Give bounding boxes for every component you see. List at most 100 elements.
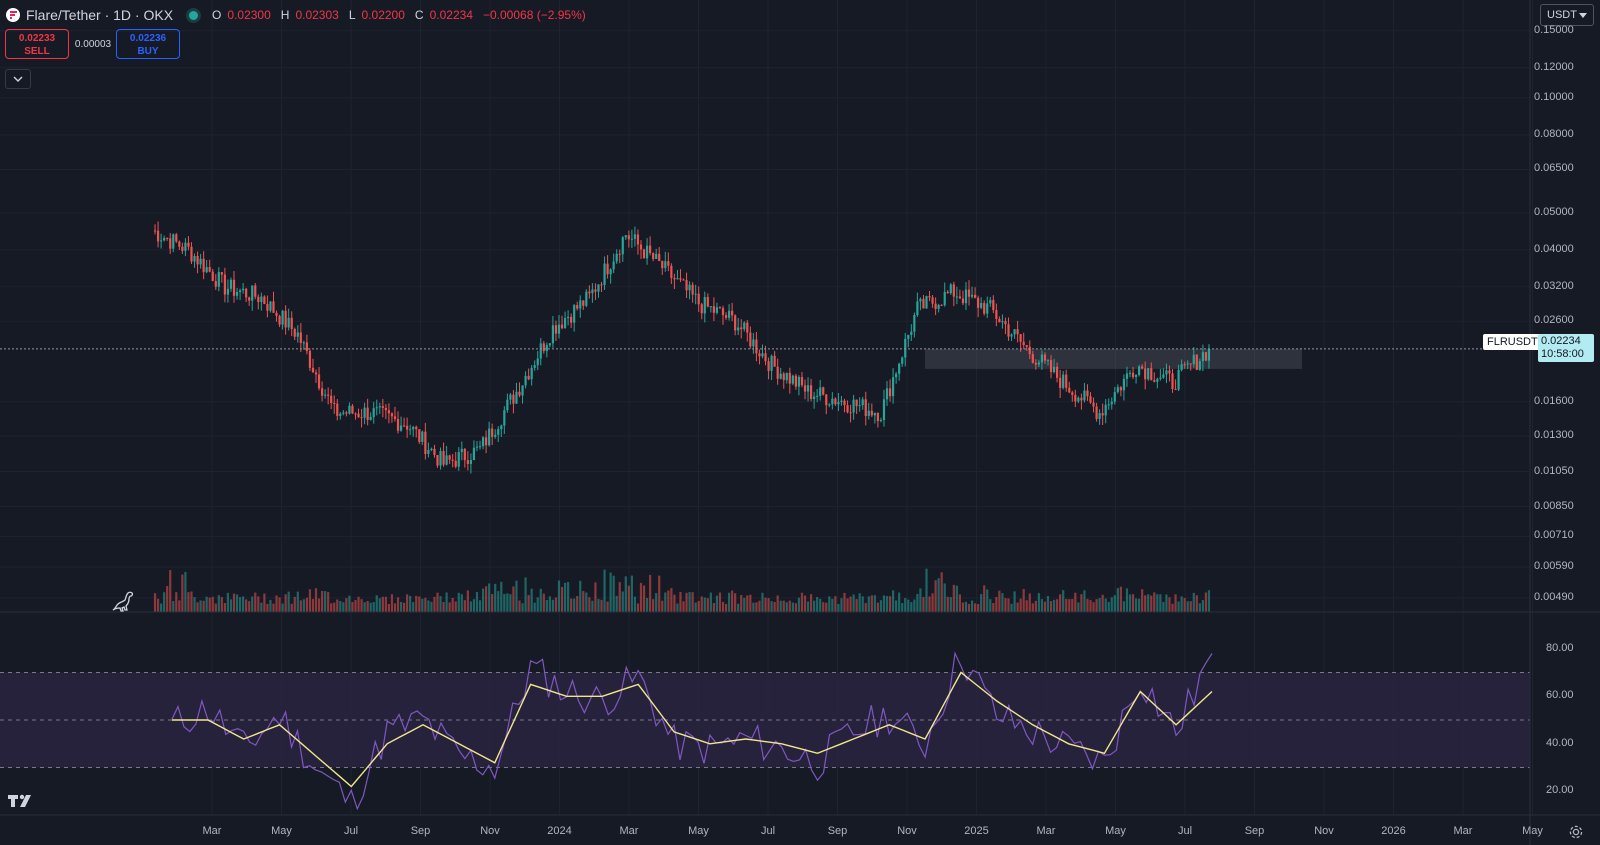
volume-bar (791, 602, 794, 612)
volume-bar (1068, 599, 1071, 612)
volume-bar (153, 593, 157, 612)
market-status-icon[interactable] (189, 10, 199, 20)
time-axis-label: Sep (410, 825, 431, 837)
candle-body (1113, 392, 1116, 402)
price-axis-label: 0.03200 (1534, 279, 1574, 292)
ohlc-high-value: 0.02303 (295, 8, 339, 22)
buy-button[interactable]: 0.02236 BUY (116, 29, 180, 59)
candle-body (1147, 368, 1150, 380)
volume-bar (885, 595, 889, 612)
volume-bar (600, 599, 603, 612)
caret-down-icon (1579, 9, 1587, 21)
time-axis-label: Mar (1036, 825, 1056, 837)
volume-bar (299, 600, 302, 612)
volume-bar (463, 600, 466, 612)
volume-bar (172, 601, 175, 612)
volume-bar (245, 599, 248, 612)
dino-icon[interactable] (110, 586, 136, 612)
volume-bar (576, 596, 579, 612)
volume-bar (1159, 594, 1162, 612)
candle-body (1183, 364, 1186, 366)
candle-body (879, 419, 883, 422)
candle-body (272, 301, 275, 313)
currency-select[interactable]: USDT (1540, 4, 1594, 26)
volume-bar (169, 570, 172, 612)
volume-bar (983, 585, 986, 612)
candle-body (454, 460, 457, 467)
candle-body (913, 315, 916, 332)
candle-body (846, 405, 849, 413)
volume-bar (524, 577, 527, 612)
candle-body (181, 246, 184, 251)
candle-body (639, 244, 643, 250)
ohlc-header: Flare/Tether · 1D · OKX O 0.02300 H 0.0230… (6, 5, 590, 25)
volume-bar (475, 591, 479, 612)
candle-body (934, 303, 937, 309)
volume-bar (752, 602, 755, 612)
candle-body (731, 310, 734, 316)
price-axis-label: 0.00490 (1534, 590, 1574, 603)
volume-bar (1195, 595, 1198, 612)
candle-body (600, 284, 603, 286)
volume-bar (1074, 592, 1077, 612)
candle-body (1198, 361, 1201, 370)
gear-icon[interactable] (1568, 824, 1584, 840)
candle-body (797, 377, 801, 387)
volume-bar (1013, 591, 1016, 612)
time-axis-label: Jul (343, 825, 359, 837)
volume-bar (1134, 598, 1138, 612)
candle-body (770, 355, 773, 371)
candle-body (791, 375, 794, 384)
volume-bar (582, 590, 585, 612)
volume-bar (846, 598, 849, 612)
tradingview-logo-icon (8, 794, 31, 807)
candle-body (582, 300, 585, 306)
candle-body (688, 284, 691, 291)
rsi-band-lines (0, 672, 1530, 768)
candle-body (907, 334, 910, 339)
candle-body (372, 408, 375, 418)
candle-body (1156, 378, 1159, 382)
candle-body (263, 296, 266, 304)
sell-button[interactable]: 0.02233 SELL (5, 29, 69, 59)
volume-bar (888, 596, 892, 612)
volume-bar (652, 599, 655, 612)
volume-bar (1062, 590, 1065, 612)
candle-body (184, 242, 187, 251)
candle-body (190, 246, 193, 262)
symbol-title[interactable]: Flare/Tether · 1D · OKX (26, 7, 174, 23)
candle-body (1010, 334, 1013, 337)
time-axis-label: Sep (827, 825, 848, 837)
candle-body (232, 279, 236, 296)
candle-body (360, 417, 363, 419)
candle-body (1022, 341, 1025, 346)
candle-body (551, 325, 555, 344)
candle-body (627, 235, 630, 240)
candle-body (800, 377, 804, 386)
candle-body (472, 447, 476, 461)
volume-bar (740, 594, 743, 612)
range-box (925, 348, 1302, 369)
volume-bar (761, 592, 764, 612)
volume-bar (339, 600, 342, 612)
candle-body (904, 338, 907, 358)
collapse-button[interactable] (5, 69, 31, 89)
candle-body (448, 455, 451, 460)
candle-body (970, 294, 974, 297)
volume-bar (563, 582, 567, 612)
candle-body (1159, 377, 1162, 379)
volume-bar (831, 598, 834, 612)
candle-body (943, 291, 946, 306)
candle-body (952, 284, 955, 297)
volume-bar (636, 603, 640, 612)
tradingview-logo[interactable] (8, 793, 38, 814)
volume-bar (980, 594, 983, 612)
candle-body (238, 290, 242, 292)
volume-bar (645, 597, 649, 612)
candle-body (500, 425, 503, 430)
candle-body (585, 291, 588, 306)
candle-body (724, 315, 728, 318)
candle-body (1025, 345, 1028, 347)
symbol-price-tag: FLRUSDT (1483, 334, 1542, 350)
